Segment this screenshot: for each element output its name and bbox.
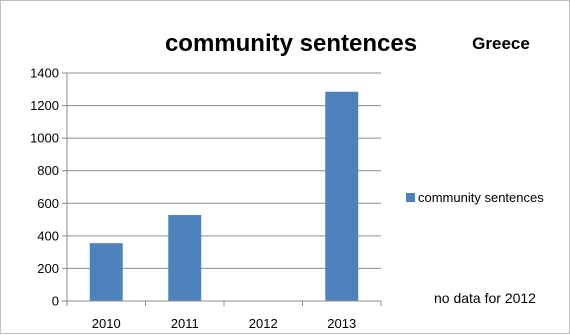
bar [325, 91, 359, 301]
gridlines [67, 72, 381, 269]
bars [89, 91, 359, 301]
y-tick-label: 1400 [30, 66, 59, 81]
bar [89, 243, 123, 301]
y-tick-label: 200 [37, 261, 59, 276]
legend-label: community sentences [418, 190, 544, 205]
x-tick-label: 2011 [171, 316, 199, 331]
y-axis-ticks: 0 200 400 600 800 1000 1200 1400 [30, 66, 67, 309]
x-tick-label: 2012 [249, 316, 278, 331]
legend: community sentences [406, 190, 544, 205]
y-tick-label: 1200 [30, 98, 59, 113]
no-data-note: no data for 2012 [434, 290, 536, 306]
x-axis-ticks: 2010 2011 2012 2013 [66, 301, 382, 331]
y-tick-label: 0 [52, 294, 59, 309]
bar [168, 215, 202, 301]
y-tick-label: 800 [37, 163, 59, 178]
x-tick-label: 2010 [92, 316, 121, 331]
legend-swatch [406, 193, 415, 202]
chart-subtitle: Greece [472, 34, 530, 53]
y-tick-label: 1000 [30, 131, 59, 146]
x-tick-label: 2013 [327, 316, 356, 331]
chart-title: community sentences [165, 30, 417, 57]
y-tick-label: 400 [37, 228, 59, 243]
y-tick-label: 600 [37, 196, 59, 211]
